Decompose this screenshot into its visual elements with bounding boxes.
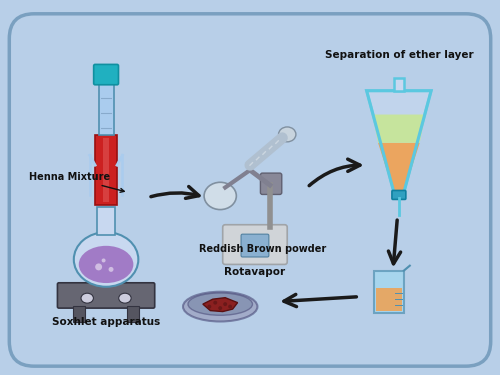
- Text: Soxhlet apparatus: Soxhlet apparatus: [52, 316, 160, 327]
- FancyBboxPatch shape: [392, 190, 406, 200]
- Circle shape: [95, 263, 102, 270]
- Bar: [394, 78, 404, 91]
- Circle shape: [108, 267, 114, 272]
- Ellipse shape: [204, 182, 236, 210]
- Circle shape: [208, 304, 212, 309]
- FancyBboxPatch shape: [222, 225, 287, 264]
- Polygon shape: [378, 143, 420, 192]
- FancyBboxPatch shape: [374, 271, 404, 313]
- Ellipse shape: [79, 246, 134, 283]
- Text: Rotavapor: Rotavapor: [224, 267, 286, 277]
- Circle shape: [102, 258, 105, 262]
- Text: Reddish Brown powder: Reddish Brown powder: [199, 243, 326, 254]
- Bar: [98, 83, 114, 135]
- Ellipse shape: [81, 293, 94, 303]
- FancyBboxPatch shape: [241, 234, 269, 257]
- Text: Separation of ether layer: Separation of ether layer: [324, 50, 473, 60]
- FancyBboxPatch shape: [10, 14, 490, 366]
- FancyBboxPatch shape: [94, 64, 118, 85]
- Circle shape: [218, 306, 222, 310]
- Circle shape: [223, 302, 227, 306]
- Bar: [73, 306, 85, 321]
- FancyBboxPatch shape: [58, 283, 154, 308]
- Bar: [95, 135, 117, 205]
- Ellipse shape: [183, 292, 258, 321]
- Ellipse shape: [278, 127, 296, 142]
- Text: Henna Mixture: Henna Mixture: [29, 172, 124, 192]
- Polygon shape: [372, 114, 426, 143]
- Bar: [376, 288, 402, 311]
- Circle shape: [228, 304, 232, 309]
- Polygon shape: [203, 298, 237, 312]
- FancyBboxPatch shape: [260, 173, 282, 195]
- Bar: [128, 306, 140, 321]
- Bar: [97, 207, 115, 235]
- Ellipse shape: [188, 293, 252, 315]
- Bar: [103, 138, 109, 202]
- Circle shape: [214, 301, 217, 304]
- Ellipse shape: [74, 232, 138, 287]
- Polygon shape: [366, 91, 431, 192]
- Ellipse shape: [118, 293, 131, 303]
